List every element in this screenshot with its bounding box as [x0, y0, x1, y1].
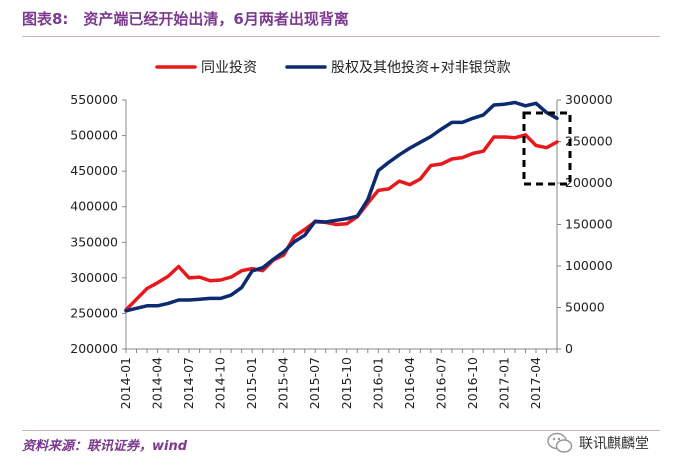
- left-tick-label: 350000: [70, 234, 118, 249]
- right-tick-label: 250000: [565, 134, 613, 149]
- right-tick-label: 50000: [565, 300, 605, 315]
- x-tick-label: 2014-01: [118, 357, 133, 409]
- chart-legend: 同业投资 股权及其他投资+对非银贷款: [155, 60, 511, 76]
- left-tick-label: 550000: [70, 92, 118, 107]
- x-tick-label: 2017-04: [528, 357, 543, 409]
- line-chart: 同业投资 股权及其他投资+对非银贷款 200000 250000 300000 3500…: [70, 60, 613, 409]
- x-tick-label: 2014-04: [150, 357, 165, 409]
- page-title: 图表8: 资产端已经开始出清，6月两者出现背离: [22, 10, 349, 28]
- x-tick-label: 2017-01: [496, 357, 511, 409]
- title-divider: [22, 36, 660, 37]
- series-line: [124, 133, 559, 312]
- source-note: 资料来源：联讯证券，wind: [22, 439, 188, 454]
- right-tick-label: 150000: [565, 217, 613, 232]
- x-tick-label: 2015-01: [244, 357, 259, 409]
- x-tick-label: 2016-07: [433, 357, 448, 409]
- dashed-highlight-box: [522, 111, 572, 186]
- left-tick-label: 500000: [70, 128, 118, 143]
- left-tick-label: 450000: [70, 163, 118, 178]
- brand-name: 联讯麒麟堂: [579, 436, 649, 452]
- right-tick-label: 300000: [565, 92, 613, 107]
- left-tick-label: 200000: [70, 341, 118, 356]
- left-tick-label: 300000: [70, 270, 118, 285]
- x-tick-label: 2016-01: [370, 357, 385, 409]
- x-tick-label: 2014-10: [213, 357, 228, 409]
- legend-label: 股权及其他投资+对非银贷款: [331, 60, 511, 76]
- left-tick-label: 250000: [70, 305, 118, 320]
- x-tick-label: 2016-10: [465, 357, 480, 409]
- x-tick-label: 2016-04: [402, 357, 417, 409]
- x-tick-label: 2015-04: [276, 357, 291, 409]
- series-line: [124, 100, 559, 313]
- legend-label: 同业投资: [201, 60, 257, 76]
- right-tick-label: 100000: [565, 258, 613, 273]
- x-tick-label: 2014-07: [181, 357, 196, 409]
- chart-series: [124, 100, 559, 313]
- footer-divider: [22, 430, 660, 431]
- brand-watermark: 联讯麒麟堂: [547, 432, 649, 454]
- left-tick-label: 400000: [70, 199, 118, 214]
- wechat-icon: [547, 432, 573, 454]
- right-tick-label: 200000: [565, 175, 613, 190]
- x-tick-label: 2015-07: [307, 357, 322, 409]
- x-tick-label: 2015-10: [339, 357, 354, 409]
- right-tick-label: 0: [565, 341, 573, 356]
- divergence-annotation: [522, 111, 572, 186]
